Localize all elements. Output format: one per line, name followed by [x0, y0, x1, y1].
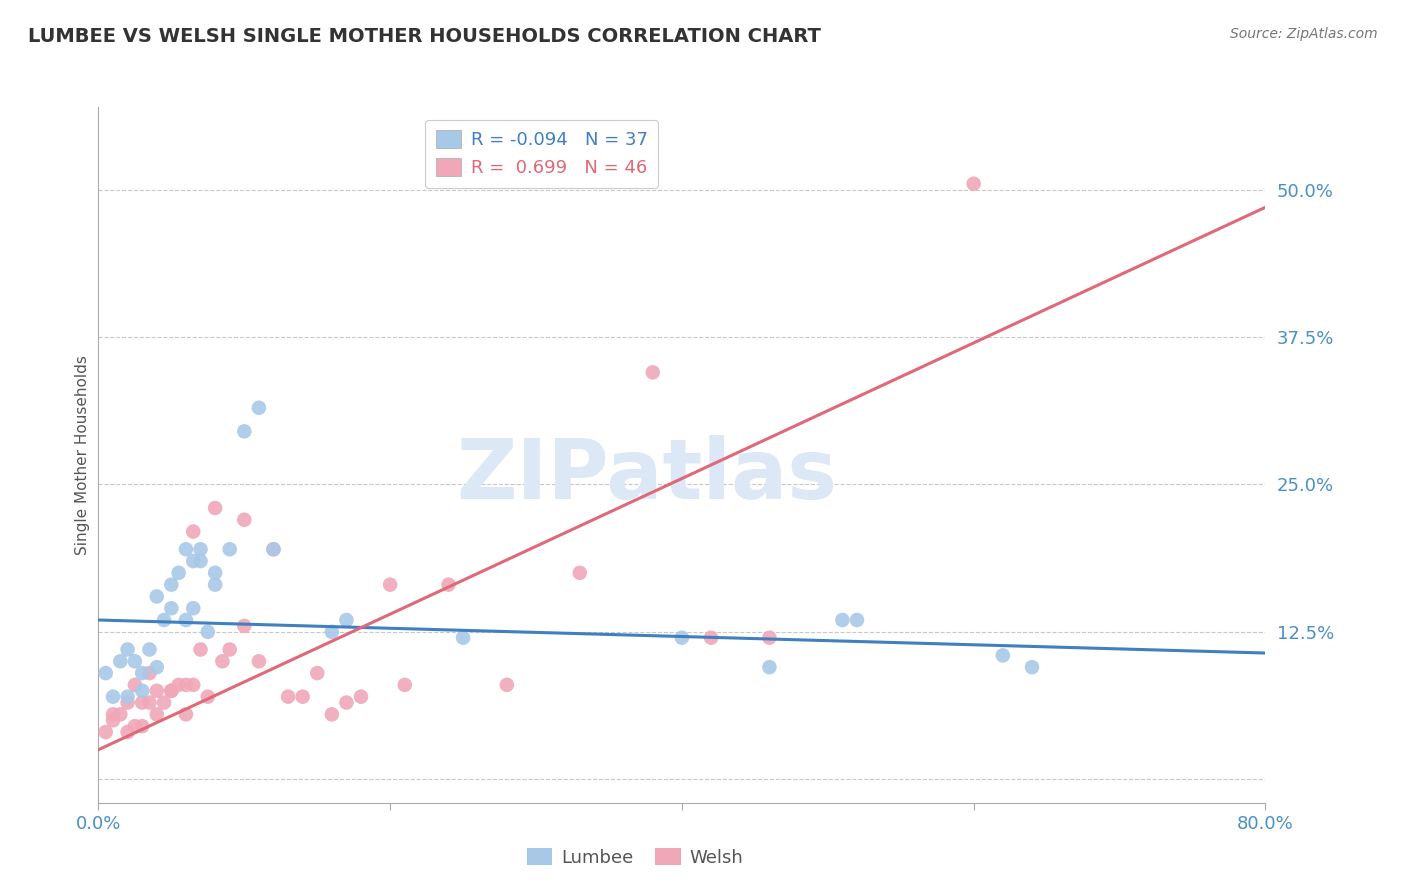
Point: [117, 690, 139, 704]
Point: [174, 613, 197, 627]
Point: [700, 631, 723, 645]
Point: [124, 654, 146, 668]
Point: [131, 719, 153, 733]
Point: [378, 577, 402, 591]
Point: [101, 707, 124, 722]
Point: [991, 648, 1014, 663]
Point: [321, 624, 343, 639]
Point: [146, 590, 169, 604]
Point: [110, 707, 132, 722]
Point: [94, 725, 117, 739]
Point: [350, 690, 373, 704]
Point: [101, 713, 124, 727]
Point: [831, 613, 853, 627]
Point: [204, 500, 226, 515]
Point: [218, 642, 240, 657]
Point: [167, 678, 190, 692]
Point: [181, 524, 204, 539]
Point: [131, 683, 153, 698]
Point: [146, 683, 169, 698]
Point: [247, 654, 270, 668]
Point: [197, 690, 219, 704]
Point: [962, 177, 984, 191]
Point: [117, 725, 139, 739]
Point: [233, 425, 256, 439]
Point: [1021, 660, 1043, 674]
Point: [758, 660, 780, 674]
Point: [335, 613, 357, 627]
Point: [335, 696, 357, 710]
Point: [181, 554, 204, 568]
Y-axis label: Single Mother Households: Single Mother Households: [75, 355, 90, 555]
Point: [167, 566, 190, 580]
Point: [160, 683, 183, 698]
Point: [568, 566, 591, 580]
Point: [495, 678, 517, 692]
Point: [160, 683, 183, 698]
Point: [218, 542, 240, 557]
Point: [174, 542, 197, 557]
Point: [101, 690, 124, 704]
Point: [138, 666, 160, 681]
Point: [110, 654, 132, 668]
Point: [262, 542, 284, 557]
Point: [131, 696, 153, 710]
Point: [394, 678, 416, 692]
Point: [845, 613, 868, 627]
Legend: Lumbee, Welsh: Lumbee, Welsh: [520, 840, 751, 874]
Point: [321, 707, 343, 722]
Point: [262, 542, 284, 557]
Point: [94, 666, 117, 681]
Point: [117, 696, 139, 710]
Point: [160, 577, 183, 591]
Point: [233, 513, 256, 527]
Point: [174, 678, 197, 692]
Point: [138, 696, 160, 710]
Point: [174, 707, 197, 722]
Point: [153, 696, 176, 710]
Point: [181, 678, 204, 692]
Point: [758, 631, 780, 645]
Point: [233, 619, 256, 633]
Point: [160, 601, 183, 615]
Point: [190, 542, 212, 557]
Point: [671, 631, 693, 645]
Point: [451, 631, 474, 645]
Text: Source: ZipAtlas.com: Source: ZipAtlas.com: [1230, 27, 1378, 41]
Point: [153, 613, 176, 627]
Point: [437, 577, 460, 591]
Point: [247, 401, 270, 415]
Point: [190, 642, 212, 657]
Point: [291, 690, 314, 704]
Point: [307, 666, 329, 681]
Text: LUMBEE VS WELSH SINGLE MOTHER HOUSEHOLDS CORRELATION CHART: LUMBEE VS WELSH SINGLE MOTHER HOUSEHOLDS…: [28, 27, 821, 45]
Text: ZIPatlas: ZIPatlas: [457, 435, 838, 516]
Point: [117, 642, 139, 657]
Point: [190, 554, 212, 568]
Point: [124, 678, 146, 692]
Point: [204, 566, 226, 580]
Point: [146, 660, 169, 674]
Point: [138, 642, 160, 657]
Point: [641, 365, 664, 379]
Point: [211, 654, 233, 668]
Point: [124, 719, 146, 733]
Point: [181, 601, 204, 615]
Point: [146, 707, 169, 722]
Point: [204, 577, 226, 591]
Point: [197, 624, 219, 639]
Point: [277, 690, 299, 704]
Point: [131, 666, 153, 681]
